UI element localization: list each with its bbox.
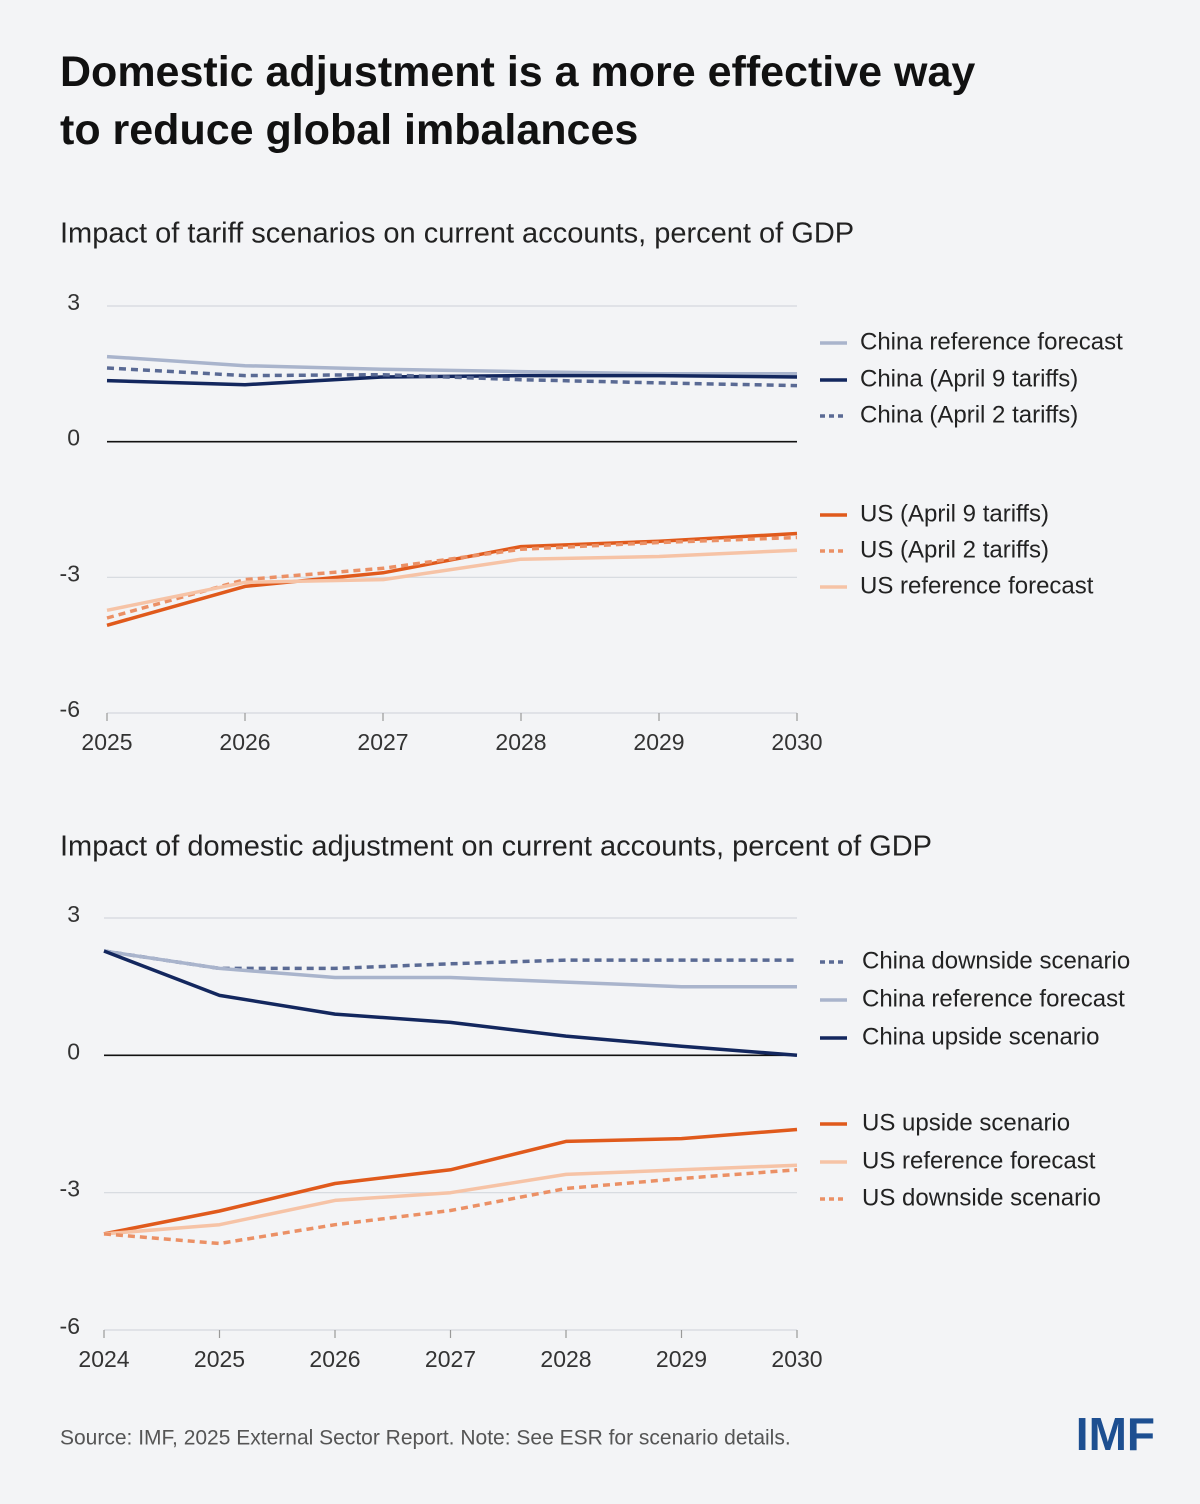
legend-label: China reference forecast: [862, 985, 1125, 1012]
x-tick-label: 2028: [540, 1346, 591, 1372]
series-line: [103, 949, 797, 971]
series-line: [106, 531, 798, 627]
x-tick-label: 2025: [194, 1346, 245, 1372]
x-tick-label: 2025: [81, 729, 132, 755]
x-tick-label: 2024: [78, 1346, 129, 1372]
x-tick-label: 2027: [357, 729, 408, 755]
y-tick-label: -6: [60, 1313, 80, 1339]
legend-label: US reference forecast: [860, 572, 1094, 599]
title-line: to reduce global imbalances: [60, 106, 638, 154]
x-tick-label: 2026: [309, 1346, 360, 1372]
legend-label: China upside scenario: [862, 1023, 1099, 1050]
chart-subtitle: Impact of tariff scenarios on current ac…: [60, 218, 854, 250]
x-tick-label: 2030: [771, 1346, 822, 1372]
series-line: [103, 1127, 798, 1236]
x-tick-label: 2026: [219, 729, 270, 755]
legend-label: China (April 9 tariffs): [860, 365, 1078, 392]
series-line: [103, 1168, 798, 1246]
x-tick-label: 2030: [771, 729, 822, 755]
series-line: [106, 535, 798, 620]
chart-title: Domestic adjustment is a more effective …: [60, 48, 975, 154]
series-line: [106, 548, 798, 613]
legend-label: China reference forecast: [860, 328, 1123, 355]
legend-label: US reference forecast: [862, 1147, 1096, 1174]
legend-label: China downside scenario: [862, 947, 1130, 974]
x-tick-label: 2027: [425, 1346, 476, 1372]
series-line: [103, 1163, 798, 1236]
source: Source: IMF, 2025 External Sector Report…: [60, 1427, 791, 1450]
y-tick-label: 3: [67, 901, 80, 927]
series-line: [106, 373, 798, 387]
series-line: [103, 949, 797, 989]
y-tick-label: -3: [60, 560, 80, 586]
legend-label: US upside scenario: [862, 1109, 1070, 1136]
x-tick-label: 2029: [656, 1346, 707, 1372]
y-tick-label: 3: [67, 289, 80, 315]
series-line: [103, 949, 798, 1058]
y-tick-label: -3: [60, 1176, 80, 1202]
legend-label: China (April 2 tariffs): [860, 401, 1078, 428]
title-line: Domestic adjustment is a more effective …: [60, 48, 975, 96]
y-tick-label: 0: [67, 1038, 80, 1064]
legend-label: US (April 9 tariffs): [860, 500, 1049, 527]
legend-label: US (April 2 tariffs): [860, 536, 1049, 563]
chart-subtitle: Impact of domestic adjustment on current…: [60, 831, 932, 863]
y-tick-label: -6: [60, 696, 80, 722]
legend-label: US downside scenario: [862, 1184, 1101, 1211]
y-tick-label: 0: [67, 425, 80, 451]
logo: IMF: [1076, 1408, 1155, 1460]
series-line: [106, 354, 797, 376]
x-tick-label: 2029: [633, 729, 684, 755]
x-tick-label: 2028: [495, 729, 546, 755]
